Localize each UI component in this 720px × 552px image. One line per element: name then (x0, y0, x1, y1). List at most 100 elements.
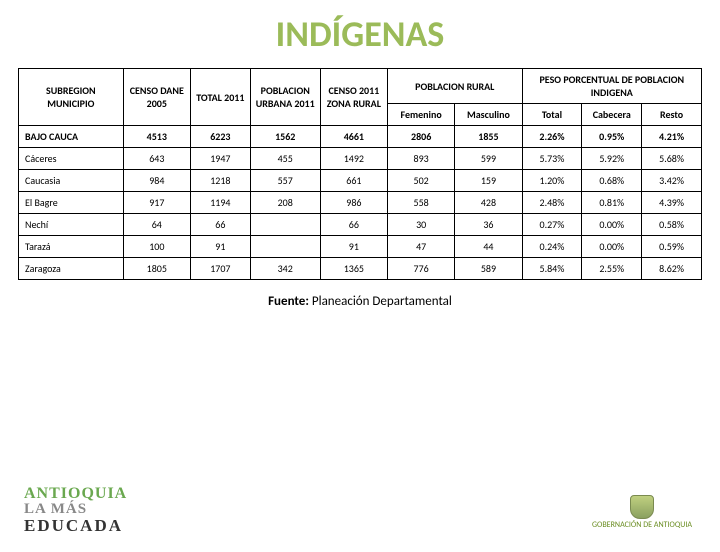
cell-name: El Bagre (19, 192, 124, 214)
cell-ptotal: 0.24% (522, 236, 582, 258)
cell-fem: 776 (388, 258, 455, 280)
logo-line-1: ANTIOQUIA (24, 486, 127, 502)
cell-cab: 5.92% (582, 148, 642, 170)
cell-rural: 986 (320, 192, 387, 214)
cell-total: 6223 (190, 126, 250, 148)
cell-masc: 1855 (455, 126, 522, 148)
shield-icon (630, 495, 654, 519)
cell-ptotal: 2.26% (522, 126, 582, 148)
cell-urbana: 557 (250, 170, 320, 192)
cell-urbana: 1562 (250, 126, 320, 148)
cell-rural: 1365 (320, 258, 387, 280)
cell-masc: 428 (455, 192, 522, 214)
table-row: BAJO CAUCA4513622315624661280618552.26%0… (19, 126, 702, 148)
cell-ptotal: 2.48% (522, 192, 582, 214)
col-pob-urbana: POBLACION URBANA 2011 (250, 69, 320, 126)
cell-cab: 0.00% (582, 236, 642, 258)
cell-fem: 502 (388, 170, 455, 192)
cell-fem: 2806 (388, 126, 455, 148)
cell-masc: 36 (455, 214, 522, 236)
cell-resto: 0.59% (642, 236, 702, 258)
cell-censo: 917 (123, 192, 190, 214)
cell-name: Cáceres (19, 148, 124, 170)
cell-censo: 4513 (123, 126, 190, 148)
cell-rural: 66 (320, 214, 387, 236)
cell-resto: 3.42% (642, 170, 702, 192)
source-label: Fuente: (268, 294, 309, 309)
table-row: Caucasia98412185576615021591.20%0.68%3.4… (19, 170, 702, 192)
cell-name: Nechí (19, 214, 124, 236)
cell-name: Caucasia (19, 170, 124, 192)
cell-censo: 100 (123, 236, 190, 258)
col-censo-rural: CENSO 2011 ZONA RURAL (320, 69, 387, 126)
cell-rural: 4661 (320, 126, 387, 148)
cell-total: 1707 (190, 258, 250, 280)
cell-resto: 4.21% (642, 126, 702, 148)
cell-resto: 5.68% (642, 148, 702, 170)
col-femenino: Femenino (388, 104, 455, 126)
cell-cab: 0.68% (582, 170, 642, 192)
logo-gobernacion: GOBERNACIÓN DE ANTIOQUIA (592, 495, 692, 530)
cell-name: BAJO CAUCA (19, 126, 124, 148)
logo-line-2: LA MÁS (24, 502, 127, 517)
table-row: Nechí64666630360.27%0.00%0.58% (19, 214, 702, 236)
cell-resto: 0.58% (642, 214, 702, 236)
col-total: Total (522, 104, 582, 126)
logo-antioquia-educada: ANTIOQUIA LA MÁS EDUCADA (24, 486, 127, 534)
cell-name: Tarazá (19, 236, 124, 258)
cell-masc: 589 (455, 258, 522, 280)
cell-cab: 0.95% (582, 126, 642, 148)
cell-urbana (250, 236, 320, 258)
cell-urbana: 208 (250, 192, 320, 214)
cell-urbana (250, 214, 320, 236)
cell-fem: 47 (388, 236, 455, 258)
cell-cab: 0.00% (582, 214, 642, 236)
table-row: El Bagre91711942089865584282.48%0.81%4.3… (19, 192, 702, 214)
table-container: SUBREGION MUNICIPIO CENSO DANE 2005 TOTA… (0, 68, 720, 280)
cell-censo: 984 (123, 170, 190, 192)
cell-name: Zaragoza (19, 258, 124, 280)
cell-censo: 1805 (123, 258, 190, 280)
cell-resto: 4.39% (642, 192, 702, 214)
cell-rural: 91 (320, 236, 387, 258)
col-total-2011: TOTAL 2011 (190, 69, 250, 126)
cell-total: 1947 (190, 148, 250, 170)
table-row: Cáceres643194745514928935995.73%5.92%5.6… (19, 148, 702, 170)
cell-rural: 661 (320, 170, 387, 192)
col-censo-dane: CENSO DANE 2005 (123, 69, 190, 126)
cell-ptotal: 0.27% (522, 214, 582, 236)
col-peso-porcentual: PESO PORCENTUAL DE POBLACION INDIGENA (522, 69, 701, 104)
logo-right-text: GOBERNACIÓN DE ANTIOQUIA (592, 521, 692, 530)
cell-ptotal: 1.20% (522, 170, 582, 192)
cell-masc: 599 (455, 148, 522, 170)
cell-cab: 2.55% (582, 258, 642, 280)
cell-ptotal: 5.84% (522, 258, 582, 280)
logo-line-3: EDUCADA (24, 517, 127, 534)
cell-rural: 1492 (320, 148, 387, 170)
cell-masc: 44 (455, 236, 522, 258)
cell-total: 1218 (190, 170, 250, 192)
data-table: SUBREGION MUNICIPIO CENSO DANE 2005 TOTA… (18, 68, 702, 280)
cell-ptotal: 5.73% (522, 148, 582, 170)
cell-total: 91 (190, 236, 250, 258)
col-masculino: Masculino (455, 104, 522, 126)
col-subregion: SUBREGION MUNICIPIO (19, 69, 124, 126)
source-line: Fuente: Planeación Departamental (0, 294, 720, 309)
col-pob-rural: POBLACION RURAL (388, 69, 523, 104)
cell-fem: 558 (388, 192, 455, 214)
source-text: Planeación Departamental (312, 294, 452, 309)
col-resto: Resto (642, 104, 702, 126)
cell-resto: 8.62% (642, 258, 702, 280)
cell-masc: 159 (455, 170, 522, 192)
cell-total: 1194 (190, 192, 250, 214)
cell-total: 66 (190, 214, 250, 236)
cell-censo: 643 (123, 148, 190, 170)
cell-urbana: 455 (250, 148, 320, 170)
col-cabecera: Cabecera (582, 104, 642, 126)
table-row: Tarazá100919147440.24%0.00%0.59% (19, 236, 702, 258)
cell-cab: 0.81% (582, 192, 642, 214)
page-title: INDÍGENAS (0, 12, 720, 56)
cell-fem: 30 (388, 214, 455, 236)
cell-urbana: 342 (250, 258, 320, 280)
cell-fem: 893 (388, 148, 455, 170)
